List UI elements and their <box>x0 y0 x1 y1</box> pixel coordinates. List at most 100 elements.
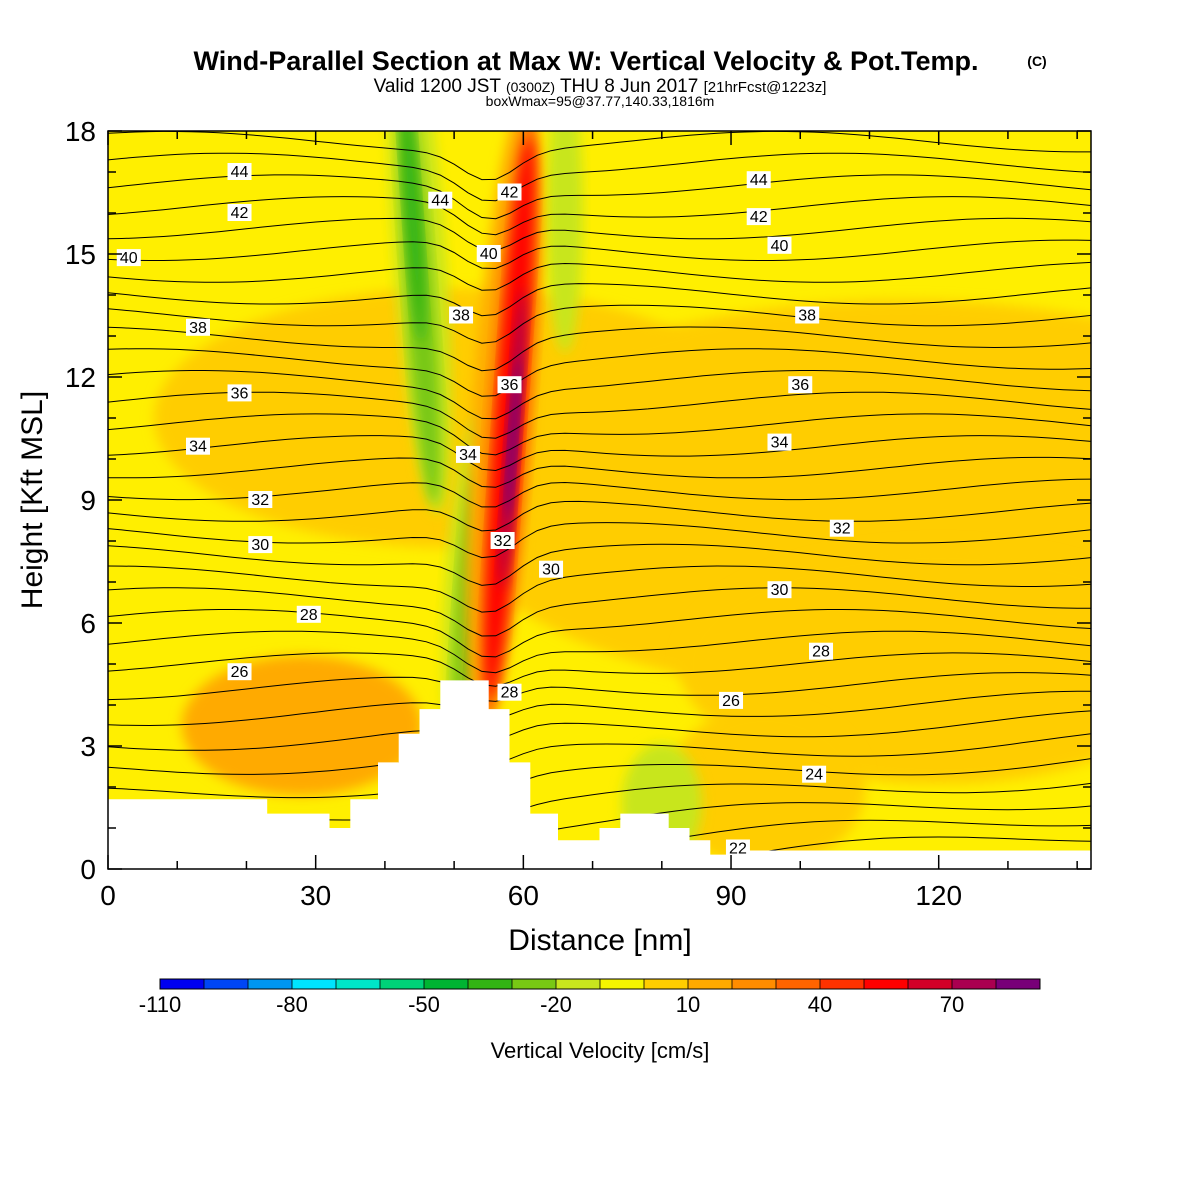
svg-text:30: 30 <box>542 562 560 579</box>
colorbar-swatch <box>864 979 909 989</box>
colorbar-swatch <box>908 979 953 989</box>
theta-contour <box>108 391 1091 439</box>
theta-contour <box>108 733 1091 775</box>
contour-label: 30 <box>767 581 792 599</box>
svg-text:42: 42 <box>231 205 249 222</box>
theta-contour <box>108 758 1091 799</box>
x-tick-label: 0 <box>100 880 116 911</box>
contour-label: 34 <box>767 433 792 452</box>
colorbar-title: Vertical Velocity [cm/s] <box>491 1038 710 1063</box>
contour-label: 42 <box>497 183 522 202</box>
y-tick-label: 18 <box>65 116 96 147</box>
colorbar-swatch <box>380 979 425 989</box>
theta-contour <box>108 587 1091 637</box>
svg-text:36: 36 <box>791 377 809 394</box>
theta-contour <box>108 500 1091 532</box>
colorbar-swatch <box>512 979 557 989</box>
theta-contour <box>108 370 1091 420</box>
theta-contour <box>108 348 1091 397</box>
x-tick-label: 60 <box>508 880 539 911</box>
svg-text:26: 26 <box>722 693 740 710</box>
chart-subtitle-2: boxWmax=95@37.77,140.33,1816m <box>486 93 715 109</box>
contour-label: 36 <box>497 376 522 394</box>
colorbar-tick-label: -80 <box>276 992 308 1017</box>
svg-text:28: 28 <box>812 644 830 661</box>
svg-text:32: 32 <box>494 533 512 550</box>
contour-label: 36 <box>788 376 813 394</box>
theta-contour <box>108 304 1091 344</box>
colorbar-tick-label: -110 <box>139 992 181 1017</box>
colorbar-tick-label: 70 <box>940 992 964 1017</box>
contour-label: 34 <box>185 437 210 456</box>
y-tick-label: 12 <box>65 362 96 393</box>
contour-label: 32 <box>490 532 515 550</box>
svg-text:44: 44 <box>750 172 768 189</box>
chart-subtitle: Valid 1200 JST (0300Z) THU 8 Jun 2017 [2… <box>374 76 827 97</box>
chart-title: Wind-Parallel Section at Max W: Vertical… <box>194 46 979 76</box>
contour-label: 40 <box>116 249 141 267</box>
theta-contour <box>108 239 1091 270</box>
theta-contour <box>108 152 1091 202</box>
contour-label: 24 <box>802 765 827 784</box>
velocity-shade <box>506 358 520 519</box>
theta-contour <box>108 690 1091 727</box>
theta-contour <box>108 672 1091 702</box>
contour-label: 32 <box>248 491 273 509</box>
y-tick-label: 0 <box>80 854 96 885</box>
colorbar-swatch <box>468 979 513 989</box>
theta-contour <box>108 196 1091 236</box>
y-axis-label: Height [Kft MSL] <box>16 391 49 609</box>
terrain <box>108 680 1091 869</box>
svg-text:26: 26 <box>231 664 249 681</box>
theta-contour <box>108 456 1091 488</box>
contour-label: 34 <box>455 445 480 464</box>
colorbar-swatch <box>248 979 293 989</box>
contour-label: 26 <box>227 663 252 681</box>
svg-text:34: 34 <box>459 447 477 464</box>
colorbar-tick-label: -50 <box>408 992 440 1017</box>
svg-text:40: 40 <box>480 246 498 263</box>
theta-contours <box>108 131 1091 869</box>
colorbar-tick-label: -20 <box>540 992 572 1017</box>
theta-contour <box>108 435 1091 472</box>
x-axis-label: Distance [nm] <box>508 924 691 957</box>
svg-text:44: 44 <box>231 164 249 181</box>
colorbar-swatch <box>600 979 645 989</box>
colorbar-swatch <box>204 979 249 989</box>
svg-text:34: 34 <box>189 439 207 456</box>
contour-label: 38 <box>795 306 820 325</box>
contour-label: 36 <box>227 384 252 402</box>
theta-contour <box>108 710 1091 751</box>
theta-contour <box>108 543 1091 586</box>
colorbar-swatch <box>556 979 601 989</box>
colorbar-swatch <box>644 979 689 989</box>
svg-text:44: 44 <box>431 193 449 210</box>
contour-label: 44 <box>227 163 252 181</box>
theta-contour <box>108 630 1091 674</box>
colorbar-swatch <box>776 979 821 989</box>
x-tick-label: 30 <box>300 880 331 911</box>
y-tick-label: 3 <box>80 731 96 762</box>
theta-contour <box>108 217 1091 252</box>
contour-label: 44 <box>746 171 771 189</box>
colorbar-tick-label: 40 <box>808 992 832 1017</box>
theta-contour <box>108 131 1091 181</box>
contour-label: 40 <box>767 236 792 255</box>
subtitle-zulu: (0300Z) <box>506 79 555 95</box>
svg-text:34: 34 <box>771 435 789 452</box>
svg-text:30: 30 <box>251 537 269 554</box>
colorbar-swatch <box>292 979 337 989</box>
y-tick-label: 9 <box>80 485 96 516</box>
x-tick-label: 90 <box>715 880 746 911</box>
contour-label: 22 <box>725 839 750 858</box>
colorbar-swatch <box>732 979 777 989</box>
contour-label: 28 <box>497 683 522 702</box>
colorbar-ticks: -110 -80 -50 -20 10 40 70 <box>139 992 964 1017</box>
contour-label: 26 <box>719 691 744 710</box>
subtitle-forecast: [21hrFcst@1223z] <box>704 79 827 96</box>
svg-text:36: 36 <box>501 377 519 394</box>
contour-label: 28 <box>296 605 321 624</box>
